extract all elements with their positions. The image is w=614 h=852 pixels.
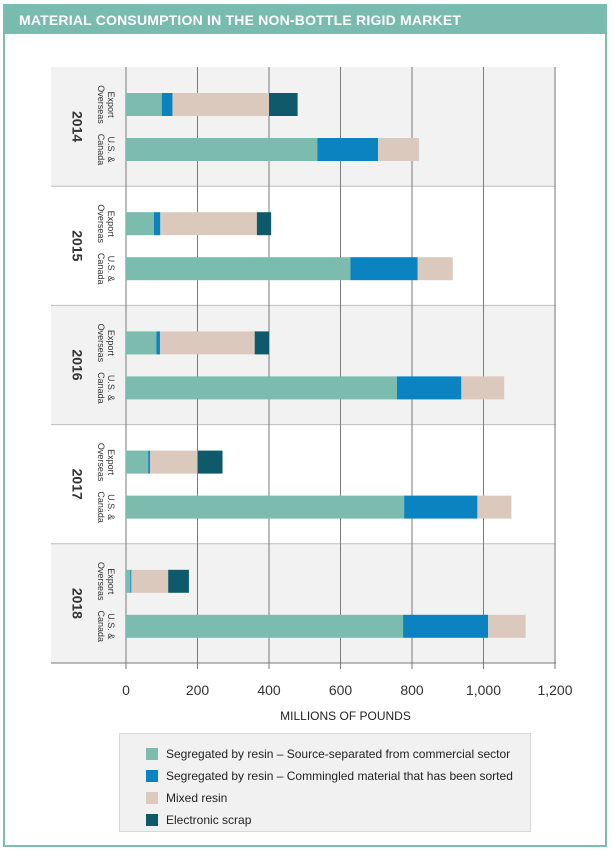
legend-item: Electronic scrap [146,809,530,831]
legend-label: Segregated by resin – Commingled materia… [166,769,513,783]
year-label: 2014 [69,111,85,142]
x-tick-label: 1,200 [537,682,572,698]
bar-segment [161,93,173,116]
bar-segment [126,569,131,593]
bar-segment [350,257,418,281]
bar-segment [378,138,420,161]
category-label-line: Overseas [96,324,106,363]
bar-segment [149,450,198,474]
bar-segment [404,495,478,519]
bar-segment [126,376,397,400]
category-label-line: Export [106,211,116,238]
year-label: 2017 [69,469,85,500]
legend-item: Mixed resin [146,787,530,809]
category-label-line: U.S. & [106,136,116,162]
bar-segment [396,376,462,400]
category-label-line: Canada [96,611,106,643]
category-label-line: Export [106,91,116,118]
category-label: ExportOverseas [96,443,116,482]
category-label-line: Export [106,568,116,595]
category-label: ExportOverseas [96,85,116,124]
bar-segment [130,569,132,593]
bar-segment [153,212,161,236]
category-label: U.S. &Canada [96,611,116,643]
x-tick-label: 1,000 [466,682,501,698]
category-label-line: U.S. & [106,256,116,282]
bar-segment [126,93,162,116]
legend-item: Segregated by resin – Commingled materia… [146,765,530,787]
category-label: U.S. &Canada [96,372,116,404]
bar-segment [461,376,505,400]
x-tick-label: 800 [400,682,424,698]
category-label-line: U.S. & [106,494,116,520]
category-label-line: Overseas [96,85,106,124]
category-label-line: U.S. & [106,613,116,639]
category-label-line: Overseas [96,562,106,601]
group-band [51,424,556,544]
category-label: ExportOverseas [96,562,116,601]
legend-label: Mixed resin [166,791,228,805]
bar-segment [488,614,526,638]
bar-segment [160,212,257,236]
bar-segment [148,450,150,474]
bar-segment [126,331,157,355]
year-label: 2018 [69,588,85,619]
bar-segment [269,93,298,116]
bar-segment [168,569,189,593]
bar-segment [256,212,272,236]
bar-segment [254,331,269,355]
category-label-line: Overseas [96,204,106,243]
category-label: U.S. &Canada [96,491,116,523]
legend-item: Segregated by resin – Source-separated f… [146,743,530,765]
bar-segment [126,495,405,519]
category-label-line: Export [106,330,116,357]
bar-segment [126,138,318,161]
x-tick-label: 600 [329,682,353,698]
legend-swatch [146,748,158,760]
bar-segment [126,450,149,474]
plot-background [51,67,556,663]
legend-swatch [146,770,158,782]
bar-segment [126,212,154,236]
bar-segment [477,495,512,519]
bar-segment [126,614,404,638]
bar-segment [317,138,379,161]
legend-label: Segregated by resin – Source-separated f… [166,747,511,761]
bar-segment [156,331,160,355]
category-label: U.S. &Canada [96,253,116,285]
x-tick-label: 400 [257,682,281,698]
category-label-line: Export [106,449,116,476]
chart-title: MATERIAL CONSUMPTION IN THE NON-BOTTLE R… [5,6,605,34]
bar-segment [197,450,223,474]
category-label-line: Canada [96,253,106,285]
bar-segment [159,331,255,355]
category-label-line: U.S. & [106,375,116,401]
x-tick-label: 200 [186,682,210,698]
category-label: U.S. &Canada [96,134,116,166]
legend-swatch [146,792,158,804]
legend: Segregated by resin – Source-separated f… [119,733,531,832]
group-band [51,186,556,306]
bar-segment [172,93,269,116]
category-label: ExportOverseas [96,324,116,363]
category-label-line: Overseas [96,443,106,482]
bar-segment [131,569,169,593]
category-label-line: Canada [96,372,106,404]
x-axis-title: MILLIONS OF POUNDS [280,709,411,723]
year-label: 2016 [69,349,85,380]
bar-segment [403,614,489,638]
category-label-line: Canada [96,134,106,166]
bar-segment [126,257,351,281]
category-label: ExportOverseas [96,204,116,243]
legend-label: Electronic scrap [166,813,252,827]
legend-swatch [146,814,158,826]
year-label: 2015 [69,230,85,261]
bar-segment [417,257,453,281]
category-label-line: Canada [96,491,106,523]
x-tick-label: 0 [122,682,130,698]
